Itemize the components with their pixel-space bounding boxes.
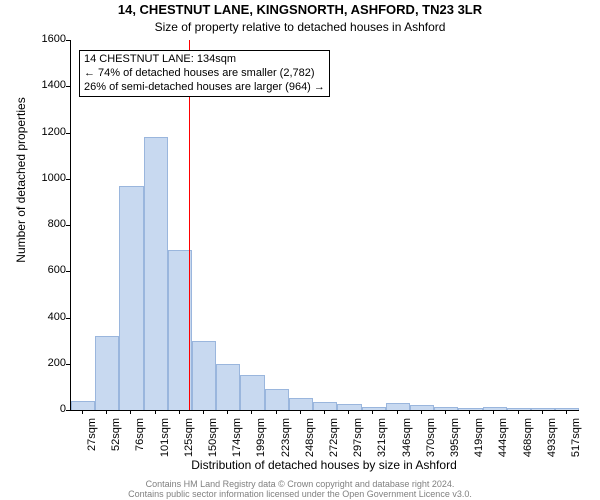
y-tick-mark bbox=[66, 271, 70, 272]
histogram-bar bbox=[289, 398, 313, 410]
histogram-bar bbox=[507, 408, 531, 410]
y-tick-label: 1400 bbox=[26, 79, 66, 91]
y-tick-mark bbox=[66, 318, 70, 319]
y-tick-mark bbox=[66, 179, 70, 180]
infobox-line-1: 14 CHESTNUT LANE: 134sqm bbox=[84, 53, 325, 67]
y-tick-mark bbox=[66, 40, 70, 41]
x-tick-label: 517sqm bbox=[570, 418, 582, 478]
x-tick-label: 468sqm bbox=[522, 418, 534, 478]
x-tick-label: 272sqm bbox=[328, 418, 340, 478]
histogram-bar bbox=[458, 408, 482, 410]
y-tick-label: 200 bbox=[26, 357, 66, 369]
histogram-bar bbox=[362, 407, 386, 410]
x-tick-mark bbox=[82, 410, 83, 414]
histogram-bar bbox=[192, 341, 216, 410]
y-tick-label: 1000 bbox=[26, 172, 66, 184]
x-tick-label: 444sqm bbox=[497, 418, 509, 478]
x-tick-mark bbox=[421, 410, 422, 414]
footer-line-1: Contains HM Land Registry data © Crown c… bbox=[0, 479, 600, 489]
x-tick-mark bbox=[179, 410, 180, 414]
x-tick-mark bbox=[372, 410, 373, 414]
x-tick-label: 125sqm bbox=[183, 418, 195, 478]
x-tick-mark bbox=[566, 410, 567, 414]
histogram-bar bbox=[555, 408, 579, 410]
x-tick-mark bbox=[130, 410, 131, 414]
x-tick-label: 248sqm bbox=[304, 418, 316, 478]
histogram-bar bbox=[95, 336, 119, 410]
histogram-bar bbox=[119, 186, 143, 410]
histogram-bar bbox=[265, 389, 289, 410]
y-tick-mark bbox=[66, 364, 70, 365]
x-tick-mark bbox=[251, 410, 252, 414]
x-tick-label: 150sqm bbox=[207, 418, 219, 478]
x-tick-mark bbox=[106, 410, 107, 414]
plot-area: 14 CHESTNUT LANE: 134sqm← 74% of detache… bbox=[70, 40, 579, 411]
chart-title-address: 14, CHESTNUT LANE, KINGSNORTH, ASHFORD, … bbox=[0, 2, 600, 17]
y-tick-mark bbox=[66, 410, 70, 411]
y-tick-label: 600 bbox=[26, 264, 66, 276]
y-tick-mark bbox=[66, 133, 70, 134]
y-tick-mark bbox=[66, 225, 70, 226]
histogram-bar bbox=[337, 404, 361, 410]
y-tick-label: 400 bbox=[26, 311, 66, 323]
x-tick-label: 395sqm bbox=[449, 418, 461, 478]
x-tick-mark bbox=[324, 410, 325, 414]
footer-attribution: Contains HM Land Registry data © Crown c… bbox=[0, 479, 600, 499]
x-tick-label: 493sqm bbox=[546, 418, 558, 478]
x-tick-label: 297sqm bbox=[352, 418, 364, 478]
x-tick-mark bbox=[493, 410, 494, 414]
x-tick-label: 419sqm bbox=[473, 418, 485, 478]
x-tick-label: 223sqm bbox=[280, 418, 292, 478]
x-tick-label: 174sqm bbox=[231, 418, 243, 478]
x-tick-mark bbox=[276, 410, 277, 414]
y-tick-label: 1200 bbox=[26, 126, 66, 138]
x-tick-mark bbox=[203, 410, 204, 414]
x-tick-mark bbox=[542, 410, 543, 414]
x-tick-mark bbox=[397, 410, 398, 414]
histogram-bar bbox=[240, 375, 264, 410]
x-tick-mark bbox=[155, 410, 156, 414]
histogram-bar bbox=[313, 402, 337, 410]
x-tick-label: 321sqm bbox=[376, 418, 388, 478]
histogram-bar bbox=[410, 405, 434, 410]
x-tick-label: 370sqm bbox=[425, 418, 437, 478]
x-tick-mark bbox=[469, 410, 470, 414]
chart-title-desc: Size of property relative to detached ho… bbox=[0, 20, 600, 34]
histogram-bar bbox=[216, 364, 240, 410]
x-tick-label: 199sqm bbox=[255, 418, 267, 478]
y-tick-label: 1600 bbox=[26, 33, 66, 45]
histogram-bar bbox=[434, 407, 458, 410]
infobox-line-2: ← 74% of detached houses are smaller (2,… bbox=[84, 67, 325, 81]
y-tick-label: 0 bbox=[26, 403, 66, 415]
y-tick-label: 800 bbox=[26, 218, 66, 230]
x-tick-label: 76sqm bbox=[134, 418, 146, 478]
x-tick-label: 27sqm bbox=[86, 418, 98, 478]
x-tick-mark bbox=[227, 410, 228, 414]
x-tick-label: 52sqm bbox=[110, 418, 122, 478]
footer-line-2: Contains public sector information licen… bbox=[0, 489, 600, 499]
x-tick-mark bbox=[348, 410, 349, 414]
x-tick-label: 101sqm bbox=[159, 418, 171, 478]
property-info-box: 14 CHESTNUT LANE: 134sqm← 74% of detache… bbox=[79, 50, 330, 97]
x-tick-mark bbox=[445, 410, 446, 414]
histogram-bar bbox=[531, 408, 555, 410]
histogram-bar bbox=[386, 403, 410, 410]
histogram-bar bbox=[483, 407, 507, 410]
histogram-bar bbox=[144, 137, 168, 410]
infobox-line-3: 26% of semi-detached houses are larger (… bbox=[84, 81, 325, 95]
x-tick-mark bbox=[518, 410, 519, 414]
histogram-bar bbox=[71, 401, 95, 410]
x-tick-mark bbox=[300, 410, 301, 414]
x-tick-label: 346sqm bbox=[401, 418, 413, 478]
y-tick-mark bbox=[66, 86, 70, 87]
